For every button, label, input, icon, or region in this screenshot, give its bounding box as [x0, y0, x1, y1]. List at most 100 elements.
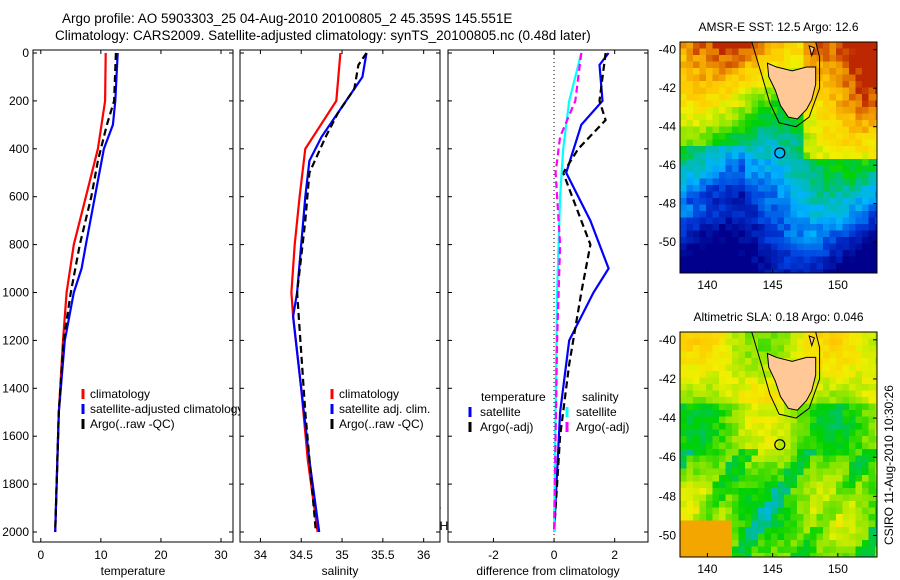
map-cell	[771, 185, 778, 192]
map-cell	[784, 185, 791, 192]
map-cell	[758, 126, 765, 133]
map-cell	[777, 94, 784, 101]
map-cell	[875, 449, 877, 456]
map-cell	[875, 224, 877, 231]
x-tick-label: 10	[94, 548, 108, 562]
map-cell	[816, 126, 823, 133]
map-cell	[686, 113, 693, 120]
map-cell	[686, 501, 693, 508]
map-cell	[693, 211, 700, 218]
map-cell	[745, 455, 752, 462]
map-cell	[829, 533, 836, 540]
map-cell	[842, 442, 849, 449]
map-cell	[719, 269, 726, 273]
y-tick-label: -50	[659, 235, 677, 249]
map-cell	[803, 178, 810, 185]
map-cell	[855, 107, 862, 114]
map-cell	[745, 126, 752, 133]
map-cell	[829, 384, 836, 391]
map-cell	[836, 113, 843, 120]
map-cell	[823, 217, 830, 224]
map-cell	[829, 55, 836, 62]
map-cell	[738, 224, 745, 231]
map-cell	[842, 74, 849, 81]
map-cell	[686, 345, 693, 352]
map-cell	[803, 107, 810, 114]
map-cell	[777, 74, 784, 81]
map-cell	[803, 126, 810, 133]
map-cell	[764, 436, 771, 443]
map-cell	[686, 462, 693, 469]
map-cell	[686, 61, 693, 68]
map-cell	[680, 455, 687, 462]
map-cell	[738, 107, 745, 114]
map-cell	[738, 211, 745, 218]
map-cell	[823, 191, 830, 198]
map-cell	[725, 87, 732, 94]
map-cell	[751, 397, 758, 404]
map-cell	[868, 442, 875, 449]
map-cell	[836, 364, 843, 371]
map-cell	[732, 230, 739, 237]
map-cell	[699, 191, 706, 198]
map-cell	[790, 475, 797, 482]
map-cell	[829, 191, 836, 198]
map-cell	[784, 514, 791, 521]
map-cell	[810, 55, 817, 62]
map-cell	[745, 133, 752, 140]
map-cell	[823, 243, 830, 250]
map-cell	[758, 152, 765, 159]
map-cell	[738, 250, 745, 257]
map-cell	[823, 371, 830, 378]
map-cell	[738, 377, 745, 384]
map-cell	[784, 87, 791, 94]
map-cell	[836, 358, 843, 365]
map-cell	[816, 410, 823, 417]
map-cell	[784, 442, 791, 449]
map-cell	[771, 107, 778, 114]
map-cell	[719, 198, 726, 205]
map-cell	[862, 481, 869, 488]
map-cell	[784, 462, 791, 469]
map-cell	[738, 546, 745, 553]
map-cell	[836, 533, 843, 540]
map-cell	[829, 332, 836, 339]
map-cell	[738, 410, 745, 417]
map-cell	[855, 384, 862, 391]
map-cell	[719, 332, 726, 339]
map-cell	[816, 553, 823, 557]
map-cell	[849, 338, 856, 345]
map-cell	[738, 345, 745, 352]
map-cell	[855, 429, 862, 436]
map-cell	[784, 351, 791, 358]
map-cell	[732, 178, 739, 185]
map-cell	[686, 152, 693, 159]
map-cell	[764, 494, 771, 501]
map-cell	[842, 263, 849, 270]
map-cell	[810, 429, 817, 436]
map-cell	[836, 178, 843, 185]
map-cell	[771, 198, 778, 205]
map-cell	[842, 488, 849, 495]
map-cell	[732, 416, 739, 423]
map-cell	[732, 364, 739, 371]
map-cell	[706, 455, 713, 462]
map-cell	[777, 364, 784, 371]
map-cell	[693, 455, 700, 462]
map-cell	[712, 397, 719, 404]
map-cell	[738, 481, 745, 488]
map-cell	[758, 211, 765, 218]
map-cell	[875, 126, 877, 133]
map-cell	[810, 501, 817, 508]
map-cell	[738, 55, 745, 62]
map-cell	[862, 423, 869, 430]
map-cell	[868, 416, 875, 423]
map-cell	[836, 152, 843, 159]
map-cell	[803, 403, 810, 410]
map-cell	[823, 165, 830, 172]
map-cell	[745, 436, 752, 443]
map-cell	[680, 237, 687, 244]
map-cell	[823, 133, 830, 140]
map-cell	[745, 358, 752, 365]
map-cell	[738, 384, 745, 391]
